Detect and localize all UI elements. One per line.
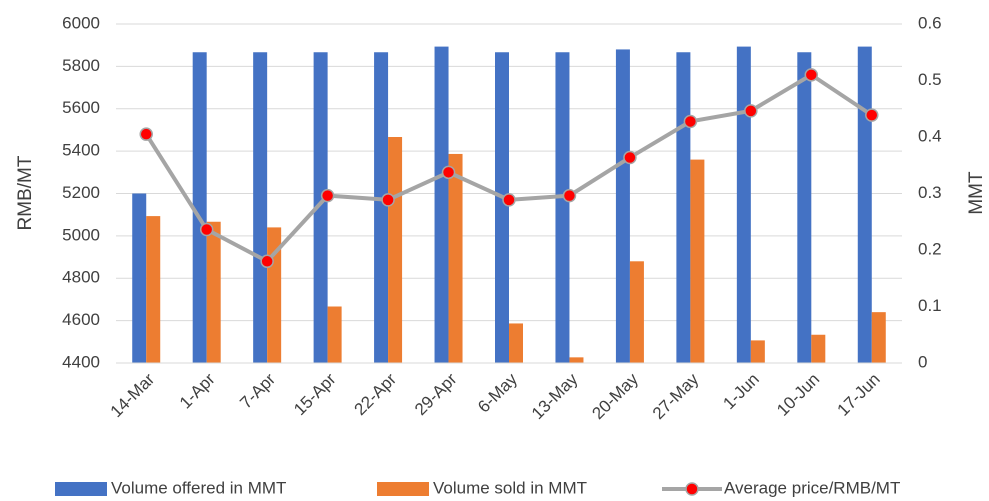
bar [509, 323, 523, 363]
y-tick-label: 5200 [62, 183, 100, 202]
marker [139, 127, 153, 141]
bar [448, 153, 463, 363]
bar [495, 52, 509, 363]
bar [569, 357, 584, 363]
x-tick-label: 13-May [528, 369, 582, 423]
x-tick-label: 1-Jun [719, 370, 763, 414]
bar [857, 46, 872, 363]
marker [260, 254, 274, 269]
y-tick-label: 5800 [62, 56, 100, 75]
bar [676, 52, 691, 363]
x-tick-label: 6-May [474, 369, 521, 416]
y-tick-label: 4800 [62, 268, 100, 287]
bar [374, 52, 389, 363]
marker [441, 165, 456, 180]
bar [871, 312, 886, 363]
legend-swatch [55, 482, 107, 496]
x-tick-label: 1-Apr [176, 369, 219, 412]
x-tick-label: 22-Apr [351, 369, 401, 419]
marker [744, 104, 758, 118]
legend-label: Average price/RMB/MT [724, 478, 900, 497]
y-tick-label: 4400 [62, 352, 100, 371]
marker [623, 150, 637, 165]
x-tick-label: 7-Apr [236, 369, 279, 412]
y2-tick-label: 0.6 [918, 13, 942, 32]
bar [206, 221, 221, 363]
y-tick-label: 5000 [62, 225, 100, 244]
marker [865, 108, 879, 122]
x-tick-label: 14-Mar [107, 369, 159, 421]
bar [313, 52, 328, 363]
y-tick-label: 6000 [62, 13, 100, 32]
bar [253, 52, 268, 363]
bar [146, 216, 161, 363]
bar [629, 261, 644, 363]
bar [192, 52, 207, 363]
bar [797, 52, 812, 363]
legend-swatch [377, 482, 429, 496]
bar [736, 46, 751, 363]
bar [615, 49, 630, 364]
marker [804, 68, 819, 82]
y2-tick-label: 0 [918, 352, 927, 371]
y2-tick-label: 0.1 [918, 296, 942, 315]
bar [555, 52, 570, 363]
legend-marker [685, 482, 699, 496]
y2-tick-label: 0.2 [918, 239, 942, 258]
bar [434, 46, 449, 363]
x-tick-label: 17-Jun [834, 370, 884, 420]
bar [690, 159, 705, 363]
x-tick-label: 27-May [649, 369, 703, 423]
bar [750, 340, 765, 363]
y-tick-label: 5400 [62, 141, 100, 160]
y2-axis-label: MMT [966, 171, 987, 215]
marker [562, 188, 577, 203]
marker [320, 188, 335, 203]
y2-tick-label: 0.4 [918, 126, 942, 145]
y-tick-label: 5600 [62, 98, 100, 117]
y-tick-label: 4600 [62, 310, 100, 329]
bar [811, 334, 826, 363]
legend-label: Volume sold in MMT [433, 478, 587, 497]
y-axis-label: RMB/MT [15, 155, 36, 230]
x-tick-label: 10-Jun [773, 370, 823, 420]
bar [327, 306, 342, 363]
y2-tick-label: 0.5 [918, 70, 942, 89]
marker [381, 193, 395, 207]
marker [502, 193, 516, 207]
x-tick-label: 20-May [588, 369, 642, 423]
marker [683, 114, 698, 129]
y2-tick-label: 0.3 [918, 183, 942, 202]
marker [199, 222, 214, 237]
bar [132, 193, 147, 363]
x-tick-label: 29-Apr [411, 369, 461, 419]
bar [388, 137, 403, 363]
x-tick-label: 15-Apr [290, 369, 340, 419]
legend-label: Volume offered in MMT [111, 478, 286, 497]
